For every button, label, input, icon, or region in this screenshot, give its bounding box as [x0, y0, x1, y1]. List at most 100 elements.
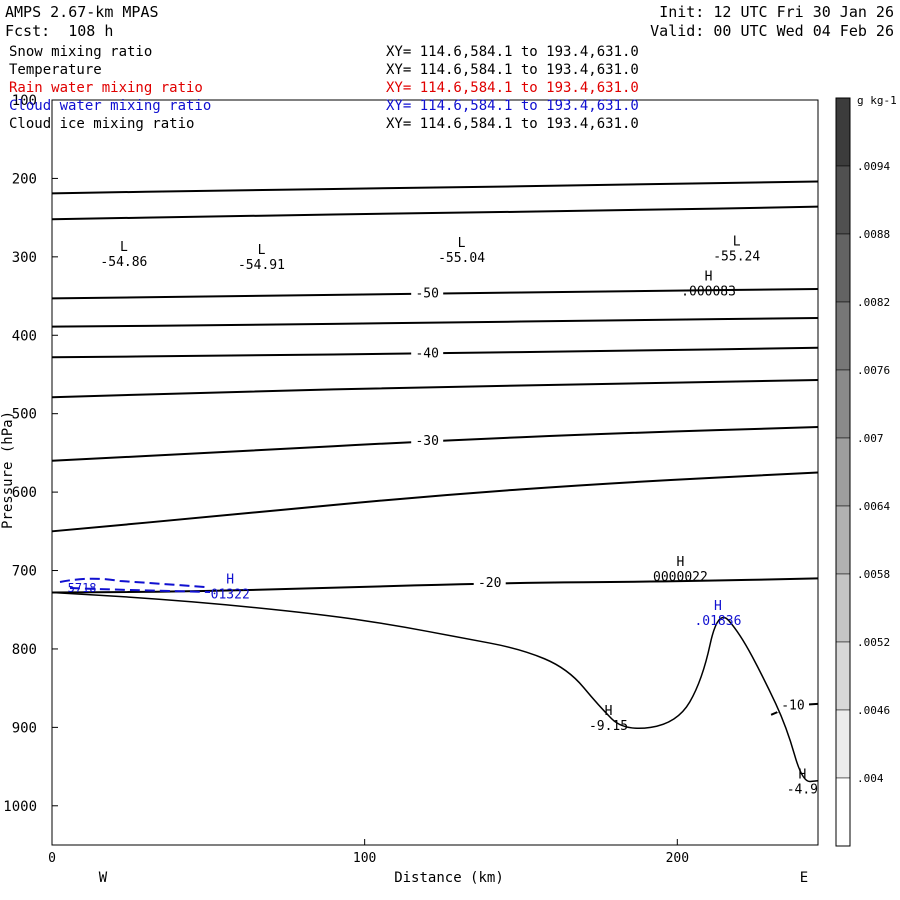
extremum-marker: H [705, 270, 713, 285]
colorbar-segment [835, 369, 851, 439]
field-name: Snow mixing ratio [9, 44, 153, 60]
colorbar-tick-label: .0046 [857, 704, 890, 717]
plot-frame [51, 99, 819, 846]
extrema-labels: L-54.86L-54.91L-55.04L-55.24H.000083H000… [68, 234, 818, 797]
west-label: W [99, 870, 108, 886]
extremum-marker: H [605, 704, 613, 719]
colorbar: g kg-1 .0094 .0088 .0082 .0076 .007 .0064 .005… [835, 94, 897, 847]
extremum-marker: H [798, 768, 806, 783]
x-tick-label: 200 [666, 851, 689, 866]
isotherm-label: -20 [478, 576, 501, 591]
y-tick-label: 900 [12, 720, 37, 736]
colorbar-tick-label: .004 [857, 772, 884, 785]
model-title: AMPS 2.67-km MPAS [5, 3, 159, 21]
field-name: Cloud water mixing ratio [9, 98, 212, 114]
colorbar-segment [835, 641, 851, 711]
y-axis: 100 200 300 400 500 600 700 800 900 1000 [3, 93, 58, 815]
extremum-value: 01322 [211, 587, 250, 602]
contour-label: 5718 [68, 581, 97, 595]
isotherm-label-bg [411, 432, 444, 449]
colorbar-tick-label: .0094 [857, 160, 890, 173]
colorbar-unit: g kg-1 [857, 94, 897, 107]
extremum-value: 0000022 [653, 570, 708, 585]
terrain-contour [51, 591, 819, 783]
extremum-value: -9.15 [589, 719, 628, 734]
colorbar-tick-label: .0052 [857, 636, 890, 649]
isotherm-label: -10 [781, 698, 804, 713]
field-range: XY= 114.6,584.1 to 193.4,631.0 [386, 44, 639, 60]
extremum-marker: L [258, 243, 266, 258]
extremum-marker: H [714, 599, 722, 614]
extremum-value: .000083 [681, 285, 736, 300]
isotherm-label: -40 [415, 346, 438, 361]
extremum-value: -54.91 [238, 258, 285, 273]
field-name: Rain water mixing ratio [9, 80, 203, 96]
colorbar-segment [835, 505, 851, 575]
isotherm-line [51, 471, 819, 533]
isotherm-label-bg [776, 696, 809, 713]
extremum-value: -54.86 [100, 255, 147, 270]
extremum-value: .01836 [694, 614, 741, 629]
isotherm-line [51, 180, 819, 195]
y-tick-label: 400 [12, 328, 37, 344]
east-label: E [800, 870, 808, 886]
x-axis: 0 100 200 [48, 839, 689, 866]
y-tick-label: 800 [12, 642, 37, 658]
colorbar-segment [835, 165, 851, 235]
colorbar-segment [835, 301, 851, 371]
isotherm-line [51, 317, 819, 328]
colorbar-segment [835, 709, 851, 779]
forecast-hour: Fcst: 108 h [5, 22, 114, 40]
x-tick-label: 100 [353, 851, 376, 866]
field-range: XY= 114.6,584.1 to 193.4,631.0 [386, 98, 639, 114]
isotherm-line [51, 378, 819, 399]
extremum-marker: H [677, 555, 685, 570]
isotherm-label: -30 [415, 434, 438, 449]
colorbar-segment [835, 97, 851, 167]
isotherm-label-bg [411, 344, 444, 361]
field-name: Cloud ice mixing ratio [9, 116, 195, 132]
field-range: XY= 114.6,584.1 to 193.4,631.0 [386, 116, 639, 132]
colorbar-segment [835, 777, 851, 847]
isotherm-line [51, 205, 819, 221]
cloud-water-dashed-contour [59, 577, 211, 593]
temperature-isotherms: -50 -40 -30 -20 -10 [51, 180, 819, 716]
colorbar-segment [835, 437, 851, 507]
extremum-marker: H [226, 572, 234, 587]
y-tick-label: 100 [12, 93, 37, 109]
colorbar-tick-label: .0088 [857, 228, 890, 241]
y-tick-label: 500 [12, 407, 37, 423]
y-tick-label: 1000 [3, 799, 37, 815]
colorbar-tick-label: .0076 [857, 364, 890, 377]
colorbar-tick-label: .0082 [857, 296, 890, 309]
extremum-value: -55.04 [438, 251, 485, 266]
y-axis-label: Pressure (hPa) [0, 411, 16, 529]
isotherm-label-bg [473, 574, 506, 591]
field-range: XY= 114.6,584.1 to 193.4,631.0 [386, 80, 639, 96]
extremum-marker: L [458, 236, 466, 251]
isotherm-label-bg [411, 284, 444, 301]
field-name: Temperature [9, 62, 102, 78]
extremum-marker: L [120, 240, 128, 255]
field-range: XY= 114.6,584.1 to 193.4,631.0 [386, 62, 639, 78]
y-tick-label: 200 [12, 171, 37, 187]
y-tick-label: 300 [12, 250, 37, 266]
terrain-line [51, 591, 819, 783]
colorbar-tick-label: .007 [857, 432, 884, 445]
colorbar-tick-label: .0064 [857, 500, 890, 513]
isotherm-line [51, 577, 819, 594]
y-tick-label: 600 [12, 485, 37, 501]
y-tick-label: 700 [12, 564, 37, 580]
isotherm-label: -50 [415, 287, 438, 302]
x-tick-label: 0 [48, 851, 56, 866]
init-time: Init: 12 UTC Fri 30 Jan 26 [659, 3, 894, 21]
colorbar-segment [835, 233, 851, 303]
extremum-value: -4.9 [787, 783, 818, 798]
x-axis-label: Distance (km) [394, 870, 504, 886]
extremum-value: -55.24 [713, 249, 760, 264]
colorbar-tick-label: .0058 [857, 568, 890, 581]
extremum-marker: L [733, 234, 741, 249]
colorbar-segment [835, 573, 851, 643]
valid-time: Valid: 00 UTC Wed 04 Feb 26 [650, 22, 894, 40]
